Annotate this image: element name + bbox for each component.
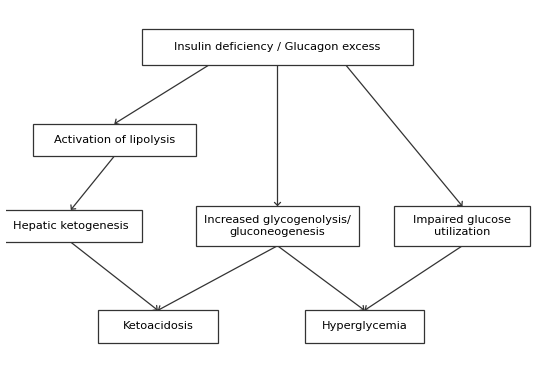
Text: Hyperglycemia: Hyperglycemia [322, 321, 407, 332]
Text: Impaired glucose
utilization: Impaired glucose utilization [413, 215, 511, 237]
Bar [395, 206, 531, 246]
Bar [196, 206, 359, 246]
Text: Insulin deficiency / Glucagon excess: Insulin deficiency / Glucagon excess [174, 42, 381, 52]
Bar [98, 310, 218, 343]
Bar [142, 29, 413, 65]
Text: Hepatic ketogenesis: Hepatic ketogenesis [13, 221, 129, 231]
Text: Ketoacidosis: Ketoacidosis [123, 321, 193, 332]
Text: Increased glycogenolysis/
gluconeogenesis: Increased glycogenolysis/ gluconeogenesi… [204, 215, 351, 237]
Text: Activation of lipolysis: Activation of lipolysis [54, 135, 175, 145]
Bar [33, 124, 196, 156]
Bar [0, 210, 142, 242]
Bar [305, 310, 425, 343]
